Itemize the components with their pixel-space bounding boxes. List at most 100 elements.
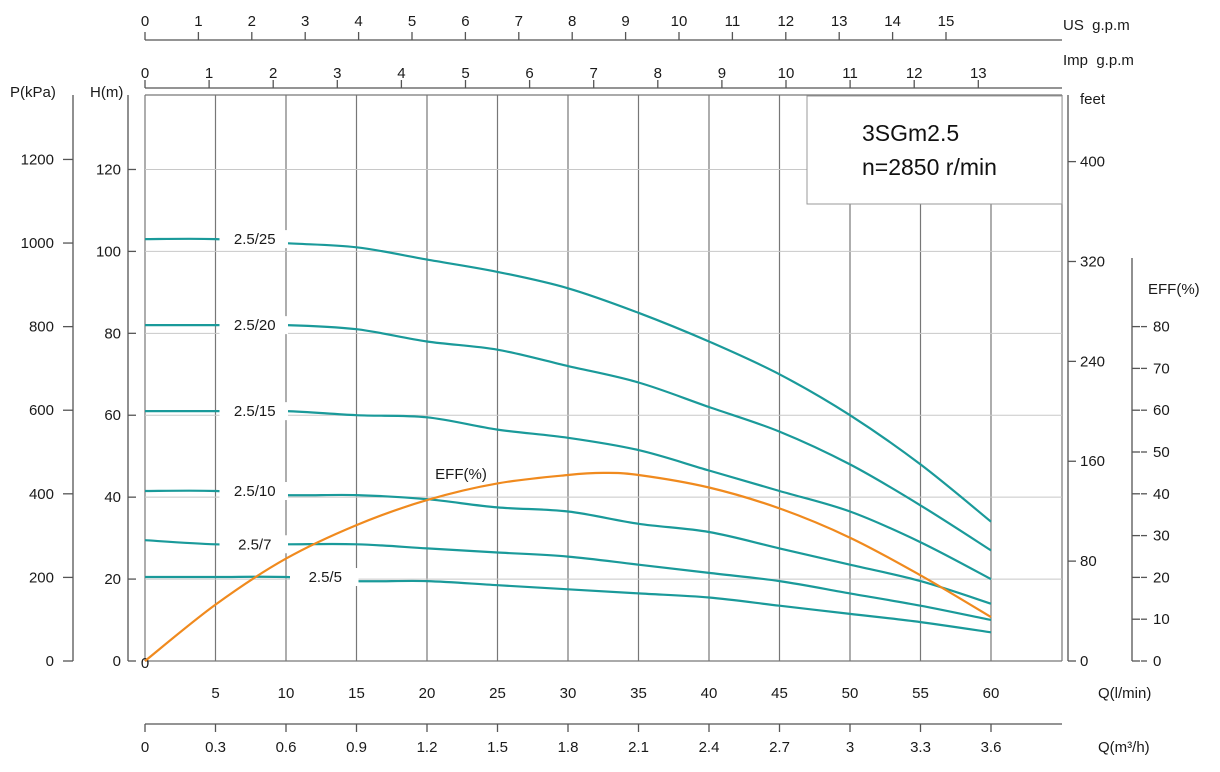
h-axis-tick-label: 40: [104, 489, 121, 506]
eff-axis-tick-label: 10: [1153, 611, 1170, 628]
imp-gpm-axis-tick-label: 7: [590, 65, 598, 82]
eff-axis-tick-label: 60: [1153, 402, 1170, 419]
us-gpm-axis-tick-label: 3: [301, 13, 309, 30]
p-axis-tick-label: 0: [46, 653, 54, 670]
q-lmin-axis-tick-label: 25: [489, 685, 506, 702]
curve-label-gap: [219, 230, 288, 249]
feet-axis-tick-label: 320: [1080, 253, 1105, 270]
us-gpm-axis-tick-label: 0: [141, 13, 149, 30]
p-axis-tick-label: 1000: [21, 235, 54, 252]
h-axis-tick-label: 100: [96, 243, 121, 260]
h-axis-tick-label: 60: [104, 407, 121, 424]
q-m3h-axis-label: Q(m³/h): [1098, 739, 1150, 756]
h-axis-tick-label: 20: [104, 571, 121, 588]
imp-gpm-axis-tick-label: 9: [718, 65, 726, 82]
q-lmin-axis-tick-label: 5: [211, 685, 219, 702]
us-gpm-axis-tick-label: 14: [884, 13, 901, 30]
imp-gpm-axis-tick-label: 8: [654, 65, 662, 82]
imp-gpm-axis-tick-label: 11: [842, 65, 858, 82]
us-gpm-axis-tick-label: 12: [777, 13, 794, 30]
q-lmin-axis-tick-label: 50: [842, 685, 859, 702]
curve-label-2-5-25: 2.5/25: [234, 231, 276, 248]
us-gpm-axis-tick-label: 10: [671, 13, 688, 30]
imp-gpm-axis-tick-label: 5: [461, 65, 469, 82]
eff-axis-label: EFF(%): [1148, 281, 1200, 298]
q-m3h-axis-tick-label: 1.2: [417, 739, 438, 756]
eff-axis-tick-label: 80: [1153, 319, 1170, 336]
title-box: 3SGm2.5 n=2850 r/min: [806, 95, 1063, 205]
imp-gpm-axis-tick-label: 0: [141, 65, 149, 82]
q-lmin-axis-tick-label: 60: [983, 685, 1000, 702]
curve-label-gap: [219, 482, 288, 501]
eff-axis-tick-label: 20: [1153, 569, 1170, 586]
imp-gpm-axis-tick-label: 1: [205, 65, 213, 82]
efficiency-curve-label: EFF(%): [435, 466, 487, 483]
feet-axis-tick-label: 400: [1080, 154, 1105, 171]
q-lmin-axis-tick-label: 55: [912, 685, 929, 702]
feet-axis-label: feet: [1080, 91, 1106, 108]
curve-label-2-5-20: 2.5/20: [234, 317, 276, 334]
imp-gpm-axis-tick-label: 13: [970, 65, 987, 82]
eff-axis-tick-label: 50: [1153, 444, 1170, 461]
curve-label-gap: [219, 535, 288, 554]
q-m3h-axis-tick-label: 1.8: [558, 739, 579, 756]
us-gpm-axis-tick-label: 8: [568, 13, 576, 30]
q-m3h-axis-tick-label: 0: [141, 739, 149, 756]
q-lmin-axis-tick-label: 45: [771, 685, 788, 702]
curve-label-gap: [219, 402, 288, 421]
h-axis-tick-label: 80: [104, 325, 121, 342]
p-axis-tick-label: 600: [29, 402, 54, 419]
feet-axis-tick-label: 80: [1080, 553, 1097, 570]
q-m3h-axis-tick-label: 2.1: [628, 739, 649, 756]
h-axis-tick-label: 0: [113, 653, 121, 670]
labels-layer: 2.5/25 2.5/20 2.5/15 2.5/10 2.5/7 2.5/5 EFF(%): [219, 230, 487, 587]
axes-layer: 0204060801001200200400600800100012000801…: [21, 13, 1170, 756]
us-gpm-axis-tick-label: 9: [621, 13, 629, 30]
us-gpm-axis-tick-label: 7: [515, 13, 523, 30]
imp-gpm-axis-tick-label: 12: [906, 65, 923, 82]
q-lmin-axis-tick-label: 30: [560, 685, 577, 702]
us-gpm-axis-tick-label: 15: [938, 13, 955, 30]
q-lmin-axis-tick-label: 35: [630, 685, 647, 702]
curve-label-gap: [219, 316, 288, 335]
q-m3h-axis-tick-label: 2.7: [769, 739, 790, 756]
h-axis-tick-label: 120: [96, 161, 121, 178]
h-m-axis-label: H(m): [90, 84, 123, 101]
q-lmin-axis-tick-label: 15: [348, 685, 365, 702]
imp-gpm-axis-tick-label: 10: [778, 65, 795, 82]
p-axis-tick-label: 200: [29, 569, 54, 586]
curve-label-2-5-10: 2.5/10: [234, 483, 276, 500]
feet-axis-tick-label: 160: [1080, 453, 1105, 470]
us-gpm-axis-tick-label: 6: [461, 13, 469, 30]
eff-axis-tick-label: 70: [1153, 360, 1170, 377]
head-curve-2-5-5: [145, 575, 992, 634]
feet-axis-tick-label: 0: [1080, 653, 1088, 670]
imp-gpm-axis-tick-label: 4: [397, 65, 405, 82]
imp-gpm-axis-tick-label: 2: [269, 65, 277, 82]
us-gpm-axis-tick-label: 2: [248, 13, 256, 30]
grid-layer: [144, 94, 1063, 662]
eff-axis-tick-label: 40: [1153, 486, 1170, 503]
us-gpm-axis-tick-label: 4: [354, 13, 362, 30]
curve-label-2-5-15: 2.5/15: [234, 403, 276, 420]
q-m3h-axis-tick-label: 3: [846, 739, 854, 756]
q-m3h-axis-tick-label: 3.3: [910, 739, 931, 756]
curve-label-2-5-5: 2.5/5: [309, 569, 342, 586]
q-m3h-axis-tick-label: 3.6: [981, 739, 1002, 756]
curve-label-2-5-7: 2.5/7: [238, 536, 271, 553]
chart-title: 3SGm2.5: [862, 120, 959, 146]
eff-axis-tick-label: 0: [1153, 653, 1161, 670]
q-lmin-axis-tick-label: 40: [701, 685, 718, 702]
p-axis-tick-label: 1200: [21, 151, 54, 168]
p-kpa-axis-label: P(kPa): [10, 84, 56, 101]
q-m3h-axis-tick-label: 2.4: [699, 739, 720, 756]
feet-axis-tick-label: 240: [1080, 353, 1105, 370]
q-m3h-axis-tick-label: 0.9: [346, 739, 367, 756]
q-lmin-axis-label: Q(l/min): [1098, 685, 1151, 702]
q-m3h-axis-tick-label: 0.6: [276, 739, 297, 756]
q-lmin-axis-tick-label: 10: [278, 685, 295, 702]
us-gpm-axis-tick-label: 13: [831, 13, 848, 30]
curve-label-gap: [290, 568, 359, 587]
q-lmin-axis-tick-label: 20: [419, 685, 436, 702]
